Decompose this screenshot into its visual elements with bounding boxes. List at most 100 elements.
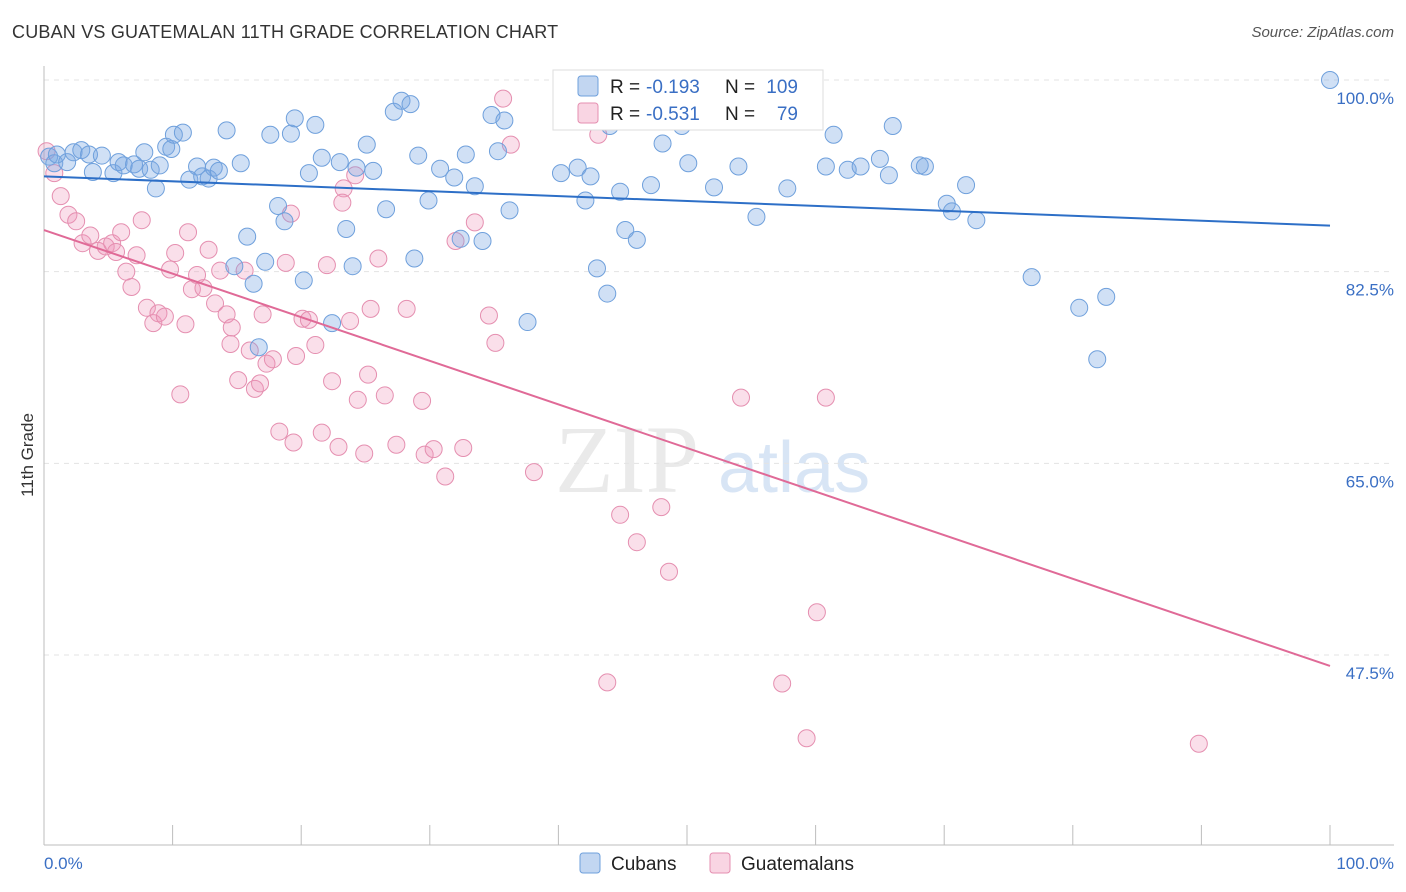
guatemalans-point	[59, 205, 78, 224]
cubans-point	[130, 159, 149, 178]
guatemalans-point	[524, 463, 543, 482]
y-axis-label: 11th Grade	[18, 413, 37, 497]
guatemalans-point	[494, 89, 513, 108]
guatemalans-point	[652, 498, 671, 517]
cubans-point	[1070, 298, 1089, 317]
guatemalans-point	[171, 385, 190, 404]
cubans-point	[409, 146, 428, 165]
guatemalans-point	[81, 226, 100, 245]
cubans-point	[824, 125, 843, 144]
cubans-point	[967, 211, 986, 230]
guatemalans-point	[306, 336, 325, 355]
cubans-point	[581, 167, 600, 186]
guatemalans-point	[122, 278, 141, 296]
legend-swatch-guatemalans	[577, 102, 599, 124]
guatemalans-point	[369, 249, 388, 268]
guatemalans-point	[479, 306, 498, 325]
cubans-point	[445, 168, 464, 187]
cubans-point	[915, 157, 934, 176]
cubans-point	[729, 157, 748, 176]
cubans-point	[294, 271, 313, 290]
guatemalans-point	[188, 265, 207, 284]
guatemalans-point	[222, 318, 241, 337]
y-tick-label: 100.0%	[1336, 89, 1394, 108]
cubans-point	[135, 143, 154, 162]
cubans-point	[357, 135, 376, 154]
cubans-trend-line	[43, 175, 1331, 227]
guatemalans-point	[211, 261, 230, 280]
legend-bottom-label-cubans: Cubans	[611, 854, 677, 875]
guatemalans-point	[312, 423, 331, 442]
cubans-point	[204, 158, 223, 177]
cubans-point	[551, 164, 570, 183]
cubans-point	[80, 145, 99, 164]
guatemalans-point	[317, 256, 336, 275]
cubans-point	[456, 145, 475, 164]
guatemalans-point	[284, 433, 303, 452]
cubans-point	[870, 149, 889, 168]
cubans-point	[957, 176, 976, 195]
legend-n-value-cubans: 109	[766, 77, 798, 98]
guatemalans-point	[251, 374, 270, 393]
guatemalans-point	[245, 379, 264, 398]
legend-n-label-guatemalans: N =	[725, 104, 755, 125]
cubans-point	[343, 257, 362, 276]
cubans-point	[883, 117, 902, 135]
cubans-point	[162, 140, 181, 158]
cubans-point	[209, 161, 228, 180]
guatemalans-point	[166, 244, 185, 263]
guatemalans-trend-line	[43, 229, 1331, 667]
cubans-point	[1022, 268, 1041, 287]
guatemalans-point	[341, 311, 360, 330]
guatemalans-point	[415, 445, 434, 464]
guatemalans-point	[155, 307, 174, 326]
guatemalans-point	[67, 212, 86, 231]
cubans-point	[405, 249, 424, 268]
cubans-point	[347, 158, 366, 177]
cubans-point	[451, 229, 470, 248]
cubans-point	[285, 109, 304, 128]
guatemalans-point	[598, 673, 617, 692]
cubans-point	[679, 154, 698, 173]
guatemalans-point	[270, 422, 289, 441]
cubans-point	[879, 166, 898, 185]
cubans-point	[164, 125, 183, 144]
guatemalans-point	[627, 533, 646, 552]
legend-n-label-cubans: N =	[725, 77, 755, 98]
cubans-point	[653, 134, 672, 153]
guatemalans-point	[199, 240, 218, 259]
cubans-point	[231, 154, 250, 173]
cubans-point	[611, 182, 630, 201]
guatemalans-point	[773, 674, 792, 693]
cubans-point	[364, 161, 383, 180]
axes	[43, 66, 1394, 846]
cubans-point	[419, 191, 438, 210]
cubans-point	[495, 111, 514, 130]
cubans-point	[747, 207, 766, 226]
guatemalans-point	[144, 314, 163, 333]
legend-bottom: Cubans Guatemalans	[579, 852, 854, 875]
guatemalans-point	[287, 347, 306, 365]
cubans-point	[500, 201, 519, 220]
guatemalans-point	[137, 298, 156, 317]
guatemalans-point	[732, 388, 751, 407]
cubans-point	[109, 153, 128, 172]
guatemalans-point	[293, 309, 312, 328]
trend-lines	[43, 175, 1331, 667]
cubans-point	[377, 200, 396, 219]
y-tick-label: 82.5%	[1346, 281, 1394, 300]
cubans-point	[261, 125, 280, 144]
cubans-point	[1088, 350, 1107, 369]
cubans-point	[173, 123, 192, 142]
cubans-point	[616, 221, 635, 240]
guatemalans-point	[329, 437, 348, 456]
legend-r-value-guatemalans: -0.531	[646, 104, 700, 125]
cubans-point	[92, 146, 111, 165]
watermark-zip: ZIP	[555, 406, 699, 513]
guatemalans-point	[276, 253, 295, 272]
cubans-point	[598, 284, 617, 303]
cubans-point	[1097, 287, 1116, 306]
guatemalans-point	[176, 315, 195, 334]
y-tick-label: 65.0%	[1346, 472, 1394, 491]
x-tick-label-max: 100.0%	[1336, 854, 1394, 873]
